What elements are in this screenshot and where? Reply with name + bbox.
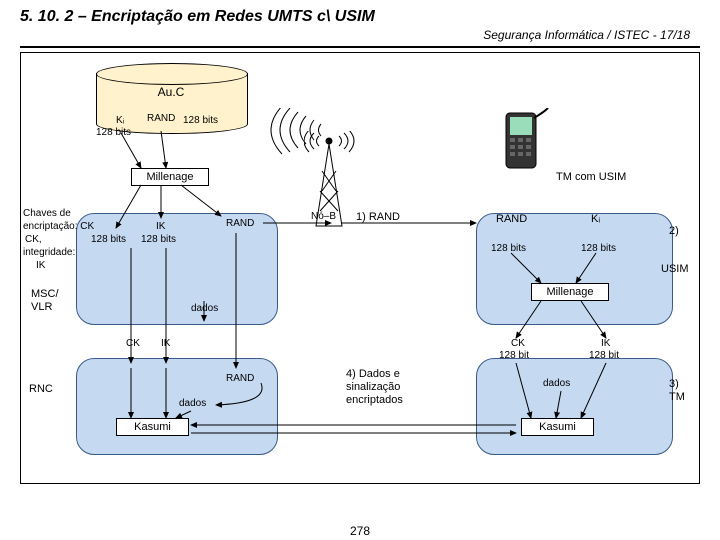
step2: 2) bbox=[669, 225, 679, 237]
msc-vlr-box bbox=[76, 213, 278, 325]
dados2: dados bbox=[179, 398, 206, 409]
nob-label: Nó–B bbox=[311, 211, 336, 222]
kasumi-right: Kasumi bbox=[521, 418, 594, 436]
step4-l1: 4) Dados e bbox=[346, 368, 400, 380]
msc-vlr-l1: MSC/ bbox=[31, 288, 59, 300]
chaves-l5: IK bbox=[36, 260, 45, 271]
rand-out2: RAND bbox=[226, 373, 254, 384]
tm-label: TM com USIM bbox=[556, 171, 626, 183]
usim-128a: 128 bits bbox=[491, 243, 526, 254]
chaves-l1: Chaves de bbox=[23, 208, 71, 219]
usim-ki: Kᵢ bbox=[591, 213, 600, 225]
ik-label: IK bbox=[156, 221, 165, 232]
auc-rand-bits: 128 bits bbox=[183, 115, 218, 126]
rand-out: RAND bbox=[226, 218, 254, 229]
rnc-label: RNC bbox=[29, 383, 53, 395]
diagram-frame: Au.C Kᵢ 128 bits RAND 128 bits Millenage… bbox=[20, 52, 700, 484]
step4-l2: sinalização bbox=[346, 381, 400, 393]
usim-dados: dados bbox=[543, 378, 570, 389]
divider bbox=[20, 46, 700, 48]
page-number: 278 bbox=[0, 524, 720, 538]
step3-l1: 3) bbox=[669, 378, 679, 390]
auc-rand-label: RAND bbox=[147, 113, 175, 124]
ik-bits: 128 bits bbox=[141, 234, 176, 245]
msc-vlr-l2: VLR bbox=[31, 301, 52, 313]
ik-lbl2: IK bbox=[161, 338, 170, 349]
usim-rand: RAND bbox=[496, 213, 527, 225]
usim-ck-l1: CK bbox=[511, 338, 525, 349]
step3-l2: TM bbox=[669, 391, 685, 403]
usim-ck-l2: 128 bit bbox=[499, 350, 529, 361]
auc-ki-label: Kᵢ bbox=[116, 115, 124, 126]
usim-128b: 128 bits bbox=[581, 243, 616, 254]
step1: 1) RAND bbox=[356, 211, 400, 223]
dados1: dados bbox=[191, 303, 218, 314]
step4-l3: encriptados bbox=[346, 394, 403, 406]
ck-lbl: CK bbox=[126, 338, 140, 349]
chaves-l2: encriptação: CK bbox=[23, 221, 94, 232]
ck-bits: 128 bits bbox=[91, 234, 126, 245]
chaves-l4: integridade: bbox=[23, 247, 75, 258]
usim-ik-l1: IK bbox=[601, 338, 610, 349]
usim-box bbox=[476, 213, 673, 325]
usim-lbl: USIM bbox=[661, 263, 689, 275]
page-title: 5. 10. 2 – Encriptação em Redes UMTS c\ … bbox=[20, 8, 700, 26]
millenage-right: Millenage bbox=[531, 283, 609, 301]
phone-icon bbox=[496, 108, 551, 178]
chaves-l3: CK, bbox=[25, 234, 42, 245]
radio-waves-icon bbox=[246, 108, 326, 163]
millenage-left: Millenage bbox=[131, 168, 209, 186]
usim-ik-l2: 128 bit bbox=[589, 350, 619, 361]
auc-ki-bits: 128 bits bbox=[96, 127, 131, 138]
kasumi-left: Kasumi bbox=[116, 418, 189, 436]
header: 5. 10. 2 – Encriptação em Redes UMTS c\ … bbox=[0, 0, 720, 44]
page-subtitle: Segurança Informática / ISTEC - 17/18 bbox=[20, 28, 700, 42]
tm-box bbox=[476, 358, 673, 455]
auc-label: Au.C bbox=[96, 85, 246, 99]
